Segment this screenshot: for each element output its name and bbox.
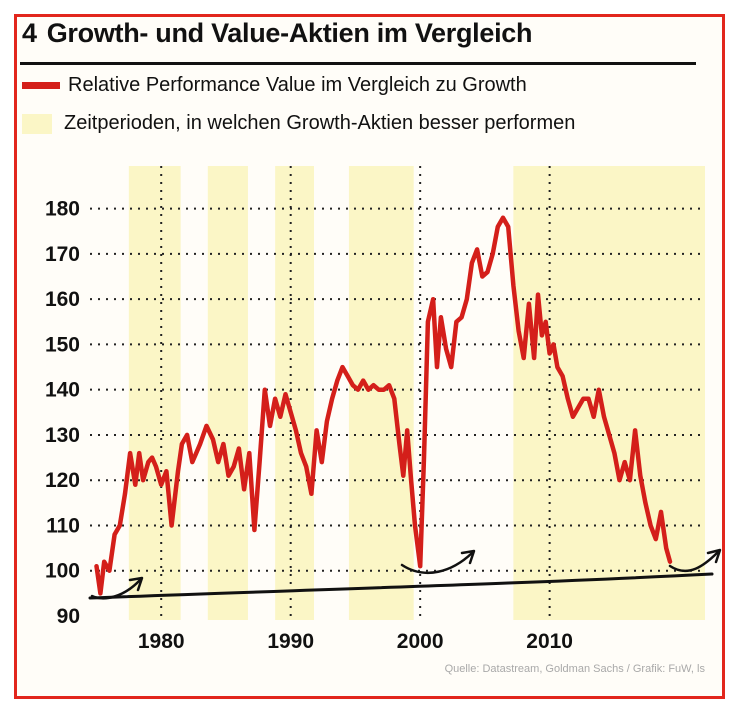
trough-arrow-head-2 (706, 548, 722, 564)
x-tick-label-2000: 2000 (397, 630, 444, 653)
legend-series-swatch (22, 82, 60, 89)
x-tick-label-2010: 2010 (526, 630, 573, 653)
trough-arrow-head-0 (128, 576, 144, 592)
shaded-period-3 (348, 166, 414, 620)
figure-title-text: Growth- und Value-Aktien im Vergleich (46, 18, 533, 48)
figure-title: 4 Growth- und Value-Aktien im Vergleich (22, 18, 533, 49)
y-tick-label-170: 170 (45, 243, 80, 266)
shaded-period-2 (275, 166, 314, 620)
trough-arrow-2 (668, 550, 720, 573)
legend-shade: Zeitperioden, in welchen Growth-Aktien b… (22, 112, 575, 135)
trough-arrow-1 (400, 551, 474, 574)
y-tick-label-110: 110 (46, 514, 80, 537)
y-tick-label-150: 150 (45, 333, 80, 356)
shaded-period-4 (513, 166, 705, 620)
legend-series-label: Relative Performance Value im Vergleich … (68, 74, 527, 96)
y-tick-label-90: 90 (57, 605, 80, 628)
y-tick-label-140: 140 (45, 379, 80, 402)
x-tick-label-1990: 1990 (267, 630, 314, 653)
shaded-period-0 (128, 166, 181, 620)
legend-series: Relative Performance Value im Vergleich … (22, 74, 527, 97)
y-tick-label-180: 180 (45, 198, 80, 221)
y-tick-label-100: 100 (45, 560, 80, 583)
trough-arrow-0 (90, 578, 142, 600)
y-tick-label-120: 120 (45, 469, 80, 492)
shaded-period-1 (207, 166, 248, 620)
x-tick-label-1980: 1980 (138, 630, 185, 653)
y-tick-label-130: 130 (45, 424, 80, 447)
trough-arrow-head-1 (460, 549, 476, 565)
trend-annotation-line (88, 572, 714, 600)
y-tick-label-160: 160 (45, 288, 80, 311)
series-line-0 (94, 215, 673, 596)
figure-number: 4 (22, 18, 37, 48)
legend-shade-swatch (22, 113, 52, 134)
title-rule (20, 62, 696, 65)
legend-shade-label: Zeitperioden, in welchen Growth-Aktien b… (64, 112, 576, 134)
source-note: Quelle: Datastream, Goldman Sachs / Graf… (444, 663, 705, 675)
